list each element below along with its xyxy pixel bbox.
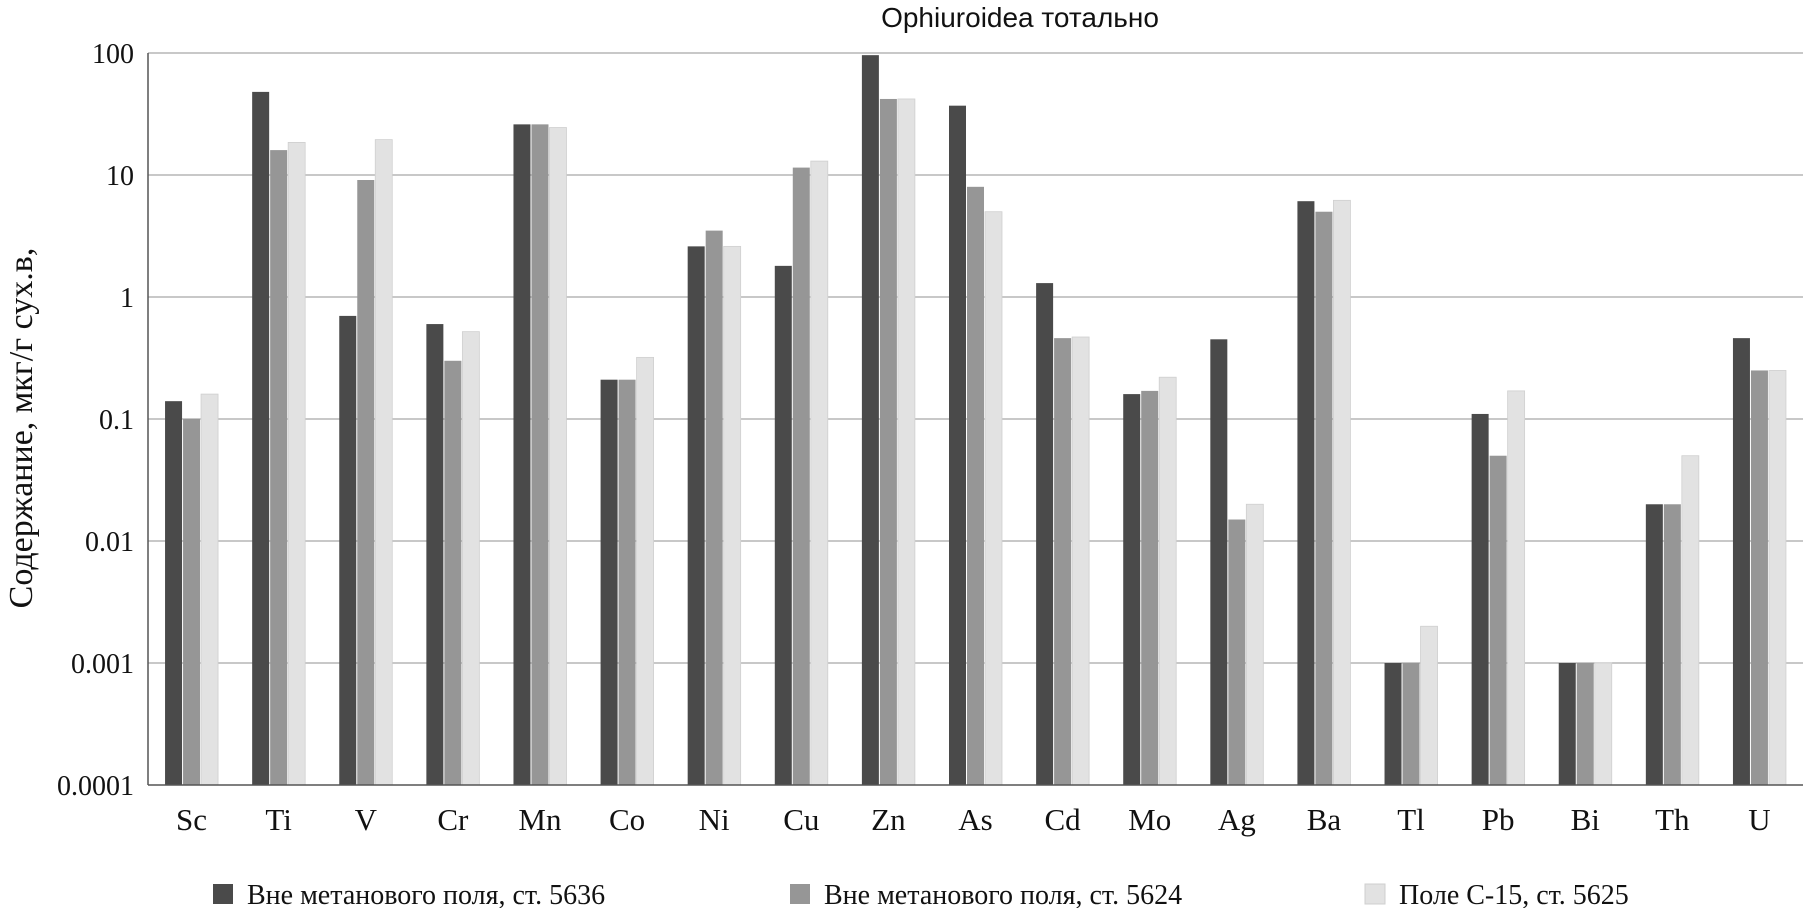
- x-tick-label: Zn: [871, 802, 906, 837]
- bar-u-series-1: [1732, 338, 1750, 785]
- y-tick-label: 0.1: [99, 405, 134, 436]
- x-tick-label: Ag: [1218, 802, 1256, 837]
- bar-co-series-1: [600, 379, 618, 785]
- bar-th-series-3: [1681, 455, 1700, 786]
- bar-v-series-1: [339, 315, 357, 785]
- y-tick-label: 0.01: [85, 527, 134, 558]
- bar-co-series-2: [618, 379, 636, 785]
- bar-ti-series-1: [252, 91, 270, 785]
- y-tick-label: 100: [92, 39, 134, 70]
- bar-cr-series-1: [426, 324, 444, 785]
- bar-ni-series-3: [723, 245, 742, 786]
- bar-ba-series-2: [1315, 211, 1333, 786]
- bar-u-series-2: [1750, 370, 1768, 785]
- x-tick-label: Mo: [1128, 802, 1171, 837]
- bar-tl-series-1: [1384, 663, 1402, 785]
- bar-ag-series-1: [1210, 339, 1228, 785]
- y-axis-ticks: 0.0001 0.001 0.01 0.1 1 10 100: [57, 39, 134, 802]
- y-axis-label: Содержание, мкг/г сух.в,: [3, 248, 40, 609]
- bar-ba-series-3: [1333, 199, 1351, 786]
- y-tick-label: 0.0001: [57, 771, 134, 802]
- bar-pb-series-1: [1471, 413, 1489, 785]
- bar-pb-series-2: [1489, 455, 1507, 785]
- x-tick-label: Ti: [265, 802, 292, 837]
- legend: Вне метанового поля, ст. 5636 Вне метанов…: [213, 880, 1629, 908]
- x-tick-label: U: [1748, 802, 1770, 837]
- y-tick-label: 0.001: [71, 649, 134, 680]
- x-tick-label: Ba: [1307, 802, 1342, 837]
- bar-u-series-3: [1768, 370, 1787, 786]
- bar-tl-series-2: [1402, 663, 1420, 785]
- legend-label-2: Вне метанового поля, ст. 5624: [824, 880, 1182, 908]
- bar-cr-series-3: [461, 331, 480, 786]
- x-tick-label: Cu: [783, 802, 819, 837]
- bar-cd-series-2: [1054, 338, 1072, 785]
- x-tick-label: Ni: [699, 802, 730, 837]
- x-tick-label: As: [958, 802, 992, 837]
- legend-swatch-2: [790, 884, 810, 904]
- bar-ag-series-2: [1228, 519, 1246, 785]
- bar-cd-series-1: [1036, 283, 1054, 785]
- bar-mn-series-1: [513, 124, 531, 786]
- bar-bi-series-2: [1576, 663, 1594, 785]
- x-tick-label: Tl: [1397, 802, 1425, 837]
- bar-ti-series-3: [287, 142, 306, 786]
- bar-zn-series-3: [897, 98, 916, 786]
- bar-ag-series-3: [1245, 503, 1264, 786]
- bar-mn-series-2: [531, 124, 549, 786]
- chart-title: Ophiuroidea тотально: [881, 2, 1159, 33]
- bar-mo-series-3: [1158, 376, 1177, 786]
- bar-mn-series-3: [549, 127, 567, 786]
- bar-cr-series-2: [444, 360, 462, 785]
- x-tick-label: Co: [609, 802, 645, 837]
- bar-th-series-1: [1645, 504, 1663, 785]
- bar-as-series-2: [967, 186, 984, 785]
- legend-label-3: Поле С-15, ст. 5625: [1399, 880, 1629, 908]
- legend-swatch-1: [213, 884, 233, 904]
- bar-v-series-2: [357, 180, 375, 785]
- bar-ni-series-1: [687, 246, 705, 785]
- bar-ni-series-2: [705, 230, 723, 785]
- bar-sc-series-1: [165, 401, 183, 785]
- bar-cd-series-3: [1071, 336, 1090, 786]
- bar-v-series-3: [374, 139, 393, 786]
- bar-mo-series-1: [1123, 394, 1141, 785]
- bar-as-series-3: [984, 211, 1003, 786]
- bar-ba-series-1: [1297, 201, 1315, 785]
- bar-sc-series-3: [200, 393, 219, 786]
- bar-ti-series-2: [270, 150, 288, 786]
- x-axis-ticks: Sc Ti V Cr Mn Co Ni Cu Zn As Cd Mo Ag Ba Tl Pb Bi Th U: [176, 802, 1771, 837]
- bar-co-series-3: [636, 356, 654, 786]
- bar-pb-series-3: [1507, 390, 1526, 786]
- bar-cu-series-3: [810, 160, 829, 786]
- x-tick-label: Cr: [437, 802, 469, 837]
- legend-swatch-3: [1364, 883, 1386, 905]
- legend-label-1: Вне метанового поля, ст. 5636: [247, 880, 605, 908]
- bar-as-series-1: [949, 105, 966, 786]
- bar-bi-series-1: [1558, 663, 1576, 785]
- bar-bi-series-3: [1594, 662, 1613, 786]
- x-tick-label: V: [355, 802, 378, 837]
- bar-sc-series-2: [183, 419, 201, 785]
- x-tick-label: Pb: [1482, 802, 1515, 837]
- bar-zn-series-2: [879, 98, 897, 785]
- bar-cu-series-1: [774, 265, 792, 785]
- x-tick-label: Cd: [1045, 802, 1082, 837]
- bar-tl-series-3: [1420, 625, 1438, 786]
- x-tick-label: Th: [1655, 802, 1690, 837]
- x-tick-label: Sc: [176, 802, 207, 837]
- bars: [165, 55, 1787, 786]
- y-tick-label: 10: [106, 161, 134, 192]
- bar-zn-series-1: [861, 55, 879, 786]
- x-tick-label: Mn: [518, 802, 562, 837]
- bar-th-series-2: [1663, 504, 1681, 785]
- y-tick-label: 1: [120, 283, 134, 314]
- bar-cu-series-2: [792, 167, 810, 786]
- bar-mo-series-2: [1141, 390, 1159, 785]
- x-tick-label: Bi: [1571, 802, 1601, 837]
